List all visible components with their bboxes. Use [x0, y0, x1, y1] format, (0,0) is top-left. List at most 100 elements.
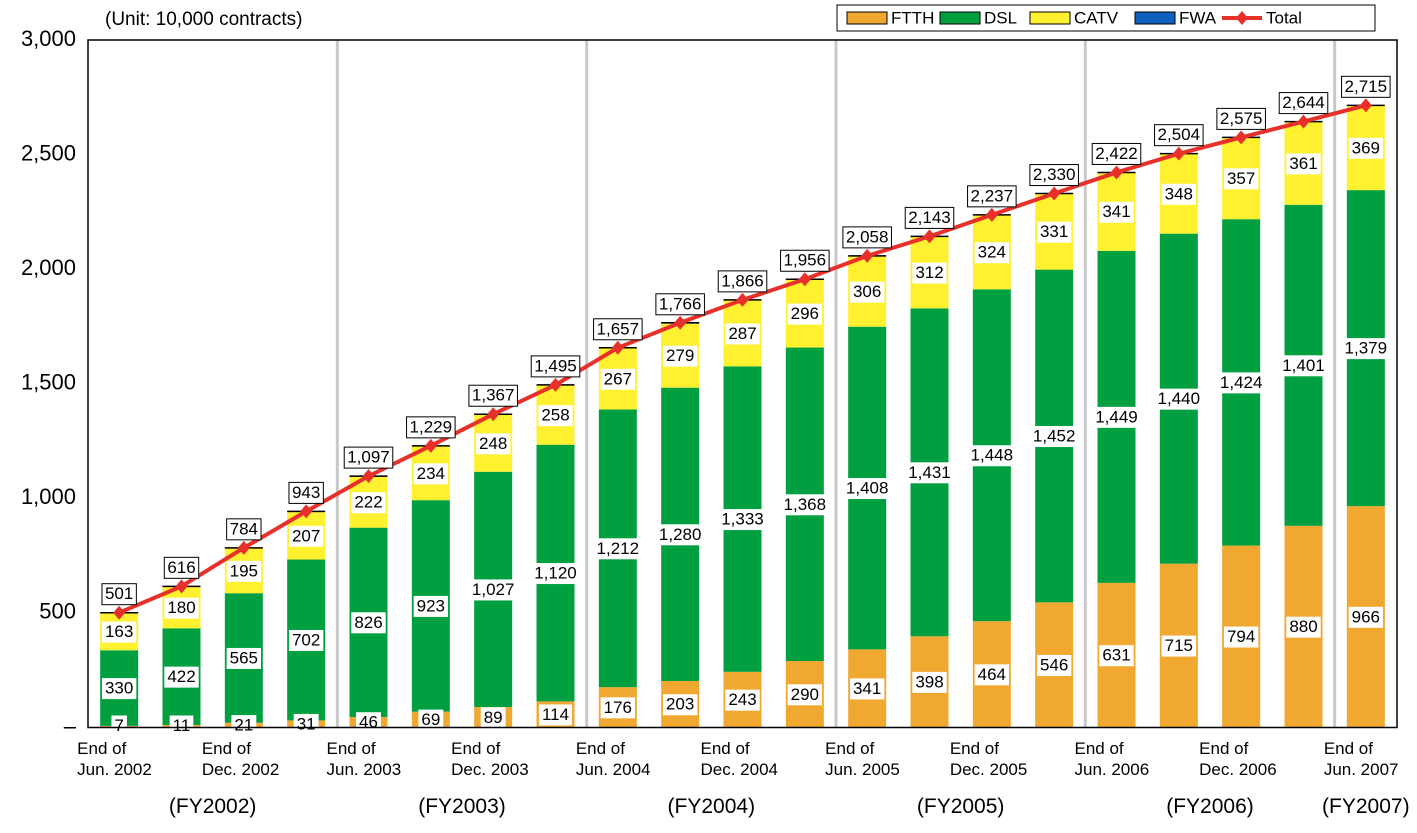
data-label-text: 1,401	[1282, 356, 1325, 375]
data-label: 1,229	[406, 416, 456, 439]
x-tick-label: End of Dec. 2004	[700, 739, 779, 779]
data-label: 331	[1036, 221, 1072, 243]
data-label-text: 1,097	[347, 448, 390, 467]
data-label: 794	[1223, 626, 1259, 648]
x-tick-label: End of Jun. 2002	[77, 739, 152, 779]
label-box	[662, 694, 698, 716]
label-box	[912, 262, 947, 284]
label-box	[530, 355, 581, 378]
total-marker	[923, 229, 936, 244]
total-marker	[861, 248, 874, 263]
data-label-text: 826	[354, 613, 382, 632]
label-box	[1091, 142, 1142, 165]
data-label: 1,333	[718, 509, 767, 531]
data-label: 943	[288, 481, 324, 504]
data-label-text: 616	[167, 558, 195, 577]
data-label: 1,766	[655, 293, 705, 316]
data-label: 565	[226, 647, 262, 669]
data-label: 296	[787, 303, 823, 325]
label-box	[164, 597, 199, 619]
data-label-text: 2,330	[1033, 165, 1076, 184]
label-box	[1286, 616, 1321, 638]
label-box	[231, 715, 257, 737]
data-label: 279	[662, 345, 698, 367]
label-box	[600, 368, 636, 390]
data-label-text: 1,866	[721, 271, 764, 290]
data-label-text: 341	[1102, 202, 1130, 221]
label-box	[418, 709, 444, 731]
data-label: 1,280	[655, 524, 705, 546]
data-label-text: 195	[230, 561, 258, 580]
data-label: 1,452	[1029, 426, 1079, 447]
label-box	[1348, 606, 1384, 628]
total-marker	[424, 438, 437, 453]
label-box	[1161, 183, 1197, 205]
data-label-text: 290	[791, 685, 819, 704]
data-label-text: 2,143	[908, 208, 951, 227]
data-label-text: 1,229	[410, 417, 453, 436]
legend-label: FTTH	[891, 8, 934, 27]
data-label: 966	[1348, 606, 1384, 628]
total-marker	[1297, 114, 1310, 129]
data-label-text: 1,212	[597, 539, 640, 558]
data-label-text: 546	[1040, 655, 1068, 674]
label-box	[912, 671, 947, 693]
label-box	[1036, 654, 1072, 676]
data-label-text: 324	[978, 243, 1006, 262]
data-label: 702	[288, 629, 324, 651]
data-label: 1,448	[967, 445, 1017, 467]
data-label-text: 348	[1165, 184, 1193, 203]
label-box	[288, 629, 324, 651]
y-tick-label: –	[64, 713, 77, 738]
data-label: 1,368	[780, 494, 830, 516]
data-label: 1,440	[1154, 388, 1204, 410]
data-label: 398	[912, 671, 947, 693]
label-box	[655, 524, 705, 546]
total-marker	[736, 292, 749, 307]
data-label: 312	[912, 262, 947, 284]
label-box	[531, 563, 580, 585]
total-marker	[985, 207, 998, 222]
data-label: 69	[418, 709, 444, 731]
data-label-text: 7	[114, 716, 123, 735]
fiscal-year-label: (FY2004)	[667, 795, 756, 818]
data-label: 234	[413, 463, 449, 485]
data-label-text: 1,431	[908, 463, 951, 482]
data-label-text: 2,575	[1220, 109, 1263, 128]
y-tick-label: 1,000	[21, 484, 76, 509]
data-label: 1,212	[593, 538, 643, 560]
data-label: 324	[974, 242, 1010, 264]
data-label-text: 222	[354, 493, 382, 512]
legend-box	[836, 4, 1376, 32]
data-label: 1,027	[468, 579, 518, 601]
data-label-text: 1,424	[1220, 373, 1263, 392]
label-box	[288, 481, 324, 504]
data-label: 923	[413, 595, 449, 617]
data-label-text: 1,657	[597, 319, 640, 338]
data-label-text: 312	[915, 263, 943, 282]
label-box	[169, 715, 194, 737]
total-marker	[175, 579, 188, 594]
data-label: 290	[787, 684, 823, 706]
data-label: 2,644	[1278, 92, 1329, 115]
data-label: 2,422	[1091, 142, 1142, 165]
total-marker	[674, 315, 687, 330]
data-label-text: 923	[417, 596, 445, 615]
label-box	[351, 492, 386, 514]
data-label-text: 2,422	[1095, 144, 1138, 163]
data-label-text: 243	[728, 690, 756, 709]
data-label: 7	[111, 715, 127, 737]
data-label: 258	[538, 405, 573, 427]
data-label: 2,715	[1341, 75, 1391, 98]
data-label-text: 966	[1352, 607, 1380, 626]
data-label-text: 176	[604, 698, 632, 717]
data-label-text: 2,715	[1345, 77, 1388, 96]
data-label-text: 234	[417, 464, 445, 483]
label-box	[1279, 355, 1328, 377]
label-box	[101, 678, 137, 700]
data-label: 222	[351, 492, 386, 514]
label-box	[226, 647, 262, 669]
y-tick-label: 2,500	[21, 140, 76, 165]
data-label-text: 31	[297, 714, 316, 733]
